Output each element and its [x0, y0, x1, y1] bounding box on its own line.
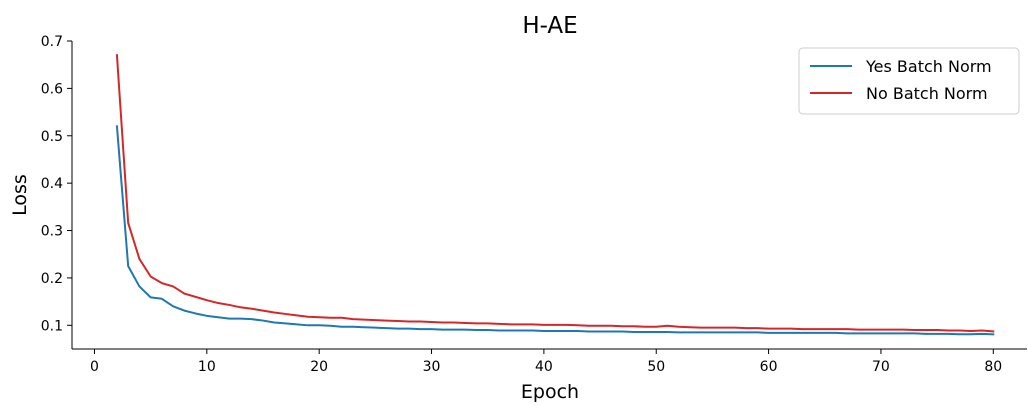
- y-tick-label: 0.5: [41, 129, 63, 145]
- series-layer: [115, 54, 995, 336]
- x-tick-label: 10: [198, 359, 216, 375]
- y-tick-label: 0.3: [41, 224, 63, 240]
- y-tick-label: 0.4: [41, 176, 63, 192]
- series-line-1: [115, 125, 995, 336]
- x-tick-label: 60: [760, 359, 778, 375]
- axes: 0 10 20 30 40 50 60 70 80 0.1 0.2 0.3 0.4 0.5 0.6 0.7: [41, 34, 1027, 375]
- x-axis-title: Epoch: [521, 381, 579, 403]
- x-tick-label: 80: [984, 359, 1002, 375]
- chart-title: H-AE: [522, 13, 577, 39]
- legend-label: No Batch Norm: [866, 84, 988, 103]
- y-tick-label: 0.6: [41, 81, 63, 97]
- x-tick-label: 70: [872, 359, 890, 375]
- legend-label: Yes Batch Norm: [865, 57, 992, 76]
- x-tick-label: 0: [90, 359, 99, 375]
- x-tick-label: 20: [310, 359, 328, 375]
- y-tick-label: 0.2: [41, 271, 63, 287]
- legend-box: [798, 47, 1020, 115]
- series-line-2: [115, 54, 995, 333]
- legend: Yes Batch Norm No Batch Norm: [798, 47, 1020, 115]
- x-tick-label: 30: [423, 359, 441, 375]
- y-tick-label: 0.1: [41, 318, 63, 334]
- y-tick-label: 0.7: [41, 34, 63, 50]
- y-axis-title: Loss: [9, 174, 31, 216]
- x-tick-label: 50: [647, 359, 665, 375]
- x-tick-label: 40: [535, 359, 553, 375]
